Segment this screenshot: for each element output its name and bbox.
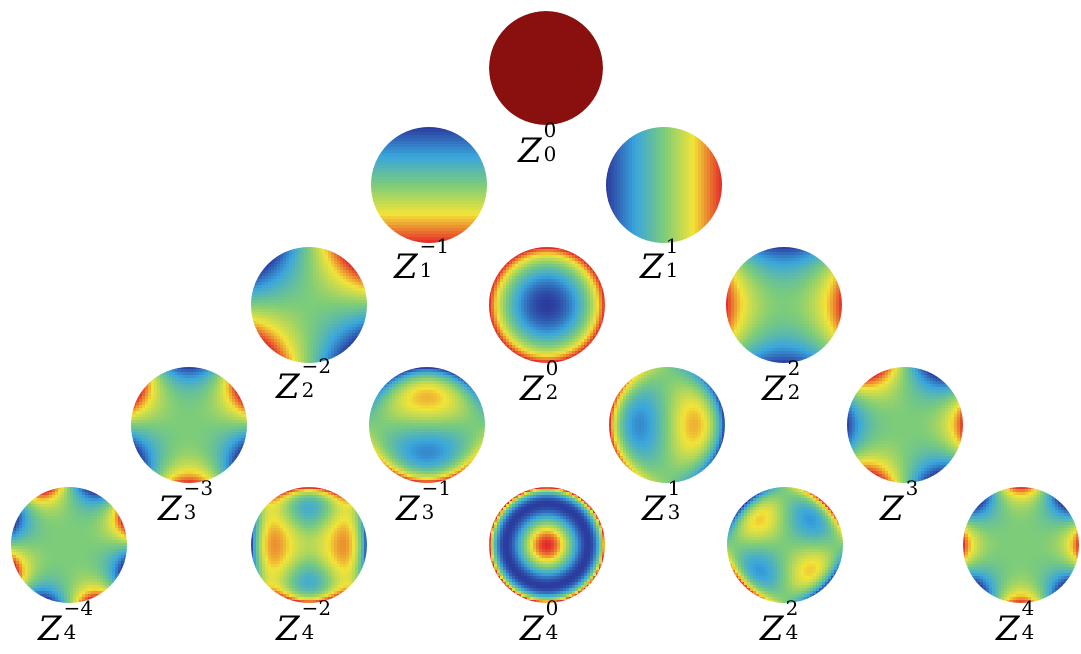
mode-z1-1	[605, 126, 723, 244]
mode-z2-2	[725, 246, 843, 364]
z3-m3-cells	[131, 367, 247, 483]
label-z1-m1: Z −1 1	[394, 234, 450, 287]
z1-m1-cells	[371, 127, 487, 243]
mode-z4-m4	[10, 486, 128, 604]
z4-4-cells	[963, 487, 1079, 603]
z3-1-disk	[609, 367, 725, 483]
mode-z3-m1	[368, 366, 486, 484]
z2-2-cells	[726, 247, 842, 363]
z4-m4-disk	[11, 487, 127, 603]
mode-z4-4	[962, 486, 1080, 604]
z3-m1-disk	[369, 367, 485, 483]
z3-m1-cells	[369, 367, 485, 483]
z3-cells	[847, 367, 963, 483]
mode-z4-0	[488, 486, 606, 604]
z4-m2-disk	[251, 487, 367, 603]
z2-0-disk	[489, 247, 605, 363]
mode-z0-0	[488, 10, 604, 126]
mode-z2-m2	[250, 246, 368, 364]
z4-0-cells	[489, 487, 605, 603]
z4-2-cells	[727, 487, 843, 603]
label-z4-m2: Z −2 4	[276, 596, 332, 649]
z3-1-cells	[609, 367, 725, 483]
z1-1-cells	[606, 127, 722, 243]
mode-z3-1	[608, 366, 726, 484]
mode-z4-2	[726, 486, 844, 604]
label-z3-m3: Z −3 3	[158, 476, 214, 529]
z4-m2-cells	[251, 487, 367, 603]
z0-0-disk	[489, 11, 603, 125]
z4-2-disk	[727, 487, 843, 603]
z4-m4-cells	[11, 487, 127, 603]
mode-z3-m3	[130, 366, 248, 484]
z4-0-disk	[489, 487, 605, 603]
z2-m2-cells	[251, 247, 367, 363]
mode-z3	[846, 366, 964, 484]
z2-0-cells	[489, 247, 605, 363]
label-z3-m1: Z −1 3	[396, 476, 452, 529]
z2-m2-disk	[251, 247, 367, 363]
mode-z2-0	[488, 246, 606, 364]
z0-0-cells	[489, 11, 603, 125]
z0-0-fill	[489, 11, 603, 125]
z2-2-disk	[726, 247, 842, 363]
z1-m1-disk	[371, 127, 487, 243]
z4-4-disk	[963, 487, 1079, 603]
label-z4-m4: Z −4 4	[38, 596, 94, 649]
z1-1-disk	[606, 127, 722, 243]
z3-disk	[847, 367, 963, 483]
mode-z4-m2	[250, 486, 368, 604]
label-z2-m2: Z −2 2	[276, 354, 332, 407]
z3-m3-disk	[131, 367, 247, 483]
mode-z1-m1	[370, 126, 488, 244]
